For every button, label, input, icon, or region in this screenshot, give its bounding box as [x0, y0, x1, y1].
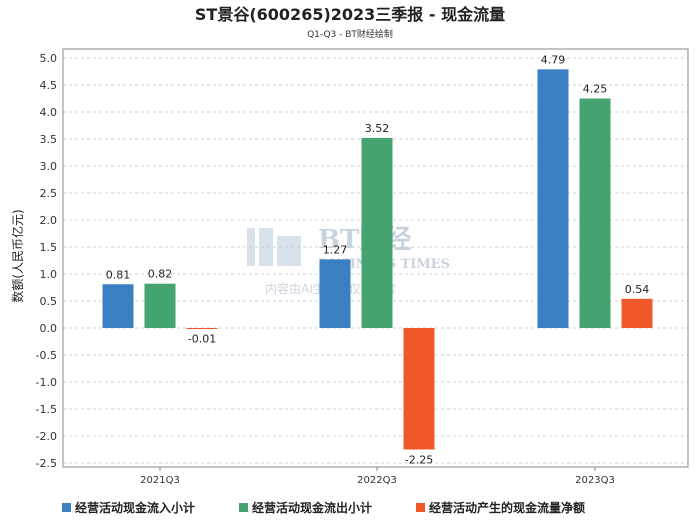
- data-label: -2.25: [405, 454, 433, 467]
- bar: [537, 69, 569, 328]
- legend-swatch: [62, 503, 71, 512]
- data-label: 0.81: [106, 268, 131, 281]
- bar: [319, 259, 351, 328]
- bar: [579, 98, 611, 328]
- x-tick-labels: 2021Q3 2022Q3 2023Q3: [140, 475, 615, 486]
- bar: [621, 298, 653, 328]
- bar: [361, 137, 393, 328]
- data-label: 4.25: [583, 83, 608, 96]
- y-axis-label: 数额(人民币亿元): [10, 209, 25, 302]
- y-tick-label: 1.5: [40, 241, 58, 254]
- x-tick-label: 2021Q3: [140, 475, 180, 486]
- data-labels: 0.81 0.82 -0.01 1.27 3.52 -2.25 4.79 4.25 0.54: [106, 53, 650, 466]
- data-label: -0.01: [188, 333, 216, 346]
- data-label: 0.54: [625, 283, 650, 296]
- y-tick-label: 3.0: [40, 160, 58, 173]
- y-tick-label: 2.0: [40, 214, 58, 227]
- y-tick-labels: -2.5 -2.0 -1.5 -1.0 -0.5 0.0 0.5 1.0 1.5 2.0 2.5 3.…: [36, 52, 57, 470]
- y-tick-label: 5.0: [40, 52, 58, 65]
- bar: [144, 283, 176, 328]
- y-tick-label: -2.0: [36, 430, 57, 443]
- legend-label: 经营活动现金流入小计: [75, 500, 195, 515]
- y-tick-label: -1.5: [36, 403, 57, 416]
- chart-subtitle: Q1-Q3 - BT财经绘制: [307, 28, 393, 40]
- y-tick-label: -1.0: [36, 376, 57, 389]
- data-label: 0.82: [148, 268, 173, 281]
- data-label: 1.27: [323, 243, 348, 256]
- x-tick-label: 2022Q3: [357, 475, 397, 486]
- bars: [102, 69, 653, 450]
- y-tick-label: 0.5: [40, 295, 58, 308]
- y-tick-label: -0.5: [36, 349, 57, 362]
- legend-swatch: [239, 503, 248, 512]
- y-tick-label: 1.0: [40, 268, 58, 281]
- x-tick-label: 2023Q3: [575, 475, 615, 486]
- data-label: 3.52: [365, 122, 390, 135]
- legend-label: 经营活动现金流出小计: [252, 500, 372, 515]
- legend: 经营活动现金流入小计 经营活动现金流出小计 经营活动产生的现金流量净额: [62, 500, 585, 515]
- bar: [403, 328, 435, 450]
- data-label: 4.79: [541, 53, 566, 66]
- y-tick-label: 4.0: [40, 106, 58, 119]
- y-tick-label: 4.5: [40, 79, 58, 92]
- y-tick-label: 3.5: [40, 133, 58, 146]
- y-tick-label: -2.5: [36, 457, 57, 470]
- axes: [62, 48, 689, 471]
- plot-frame: [62, 48, 689, 468]
- legend-swatch: [416, 503, 425, 512]
- bar: [102, 284, 134, 328]
- legend-label: 经营活动产生的现金流量净额: [429, 500, 585, 515]
- y-tick-label: 2.5: [40, 187, 58, 200]
- chart-title: ST景谷(600265)2023三季报 - 现金流量: [195, 5, 505, 24]
- y-tick-label: 0.0: [40, 322, 58, 335]
- bar: [186, 328, 218, 329]
